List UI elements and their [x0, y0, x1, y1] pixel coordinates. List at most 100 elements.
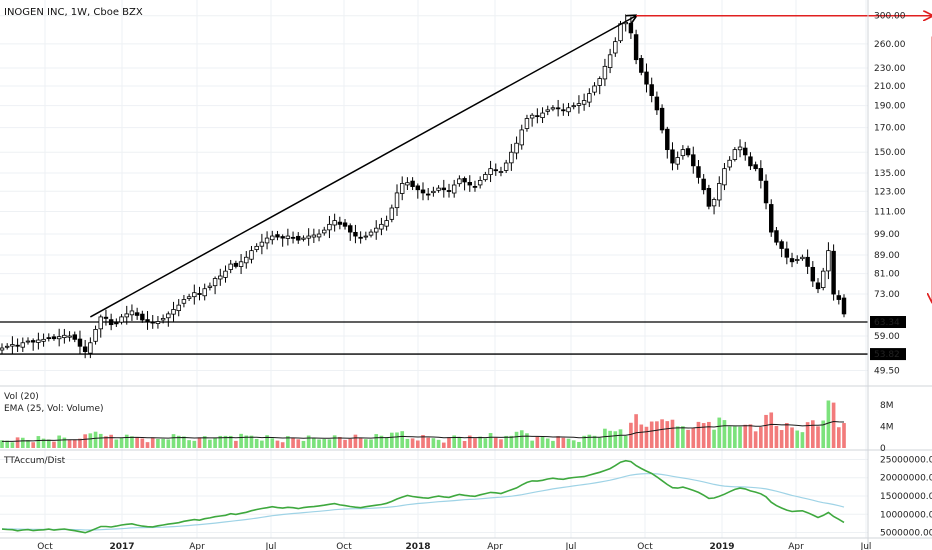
volume-panel: [0, 400, 846, 448]
candle-body: [696, 166, 701, 178]
candle-body: [41, 338, 46, 342]
candle-body: [441, 187, 447, 191]
level-badge: [870, 348, 906, 361]
candle-body: [514, 142, 519, 154]
price-candles: [0, 14, 847, 359]
candle-body: [134, 312, 140, 316]
candle-body: [327, 223, 332, 231]
volume-bar: [374, 434, 379, 448]
candle-body: [0, 347, 5, 351]
candle-body: [654, 96, 660, 111]
candle-body: [405, 182, 410, 186]
volume-bar: [98, 433, 103, 448]
time-tick-label: Oct: [336, 542, 352, 550]
volume-bar: [202, 436, 207, 448]
volume-bar: [20, 437, 25, 448]
volume-bar: [483, 438, 488, 448]
level-badge: [870, 316, 906, 329]
candle-body: [244, 256, 249, 264]
volume-bar: [571, 440, 576, 448]
volume-bar: [597, 437, 602, 448]
volume-bar: [358, 437, 363, 448]
candle-body: [202, 288, 207, 297]
volume-bar: [389, 432, 394, 448]
time-tick-label: Apr: [788, 542, 804, 550]
acc-tick-label: 15000000.00: [880, 492, 932, 502]
candle-body: [789, 258, 795, 263]
candle-body: [301, 237, 306, 240]
candle-body: [815, 282, 821, 290]
candle-body: [51, 336, 57, 340]
candle-body: [358, 236, 363, 239]
candle-body: [36, 339, 41, 343]
volume-bar: [130, 436, 134, 448]
volume-bar: [301, 440, 306, 448]
volume-bar: [733, 426, 737, 448]
candle-body: [753, 164, 758, 170]
volume-bar: [665, 421, 670, 448]
volume-bar: [431, 438, 436, 448]
candle-body: [254, 245, 259, 250]
volume-bar: [228, 435, 233, 448]
volume-bar: [473, 438, 477, 448]
volume-bar: [748, 424, 753, 448]
candle-body: [769, 204, 774, 233]
candle-body: [140, 313, 145, 321]
candle-body: [805, 256, 810, 267]
candle-body: [659, 107, 665, 131]
candle-body: [186, 296, 192, 299]
acc-tick-label: 25000000.00: [880, 455, 932, 465]
price-tick-label: 190.00: [874, 102, 906, 112]
candle-body: [524, 118, 530, 129]
volume-bar: [509, 435, 514, 448]
volume-bar: [566, 438, 571, 448]
volume-bar: [62, 437, 67, 448]
candle-body: [410, 180, 415, 187]
volume-bar: [296, 439, 301, 448]
volume-bar: [156, 438, 160, 448]
volume-bar: [384, 437, 389, 448]
volume-bar: [234, 440, 238, 448]
candle-body: [160, 318, 166, 321]
candle-body: [706, 187, 712, 207]
candle-body: [451, 184, 457, 194]
candle-body: [540, 112, 545, 119]
volume-bar: [722, 420, 727, 448]
volume-bar: [67, 439, 72, 448]
volume-ema-line: [2, 420, 845, 442]
volume-bar: [93, 431, 98, 448]
volume-bar: [124, 434, 129, 448]
volume-bar: [78, 438, 82, 448]
candle-body: [368, 231, 374, 236]
candle-body: [311, 234, 317, 238]
volume-bar: [306, 435, 311, 448]
candle-body: [680, 149, 686, 157]
volume-bar: [223, 435, 228, 448]
candle-body: [555, 107, 561, 110]
volume-bar: [519, 430, 524, 448]
level-value: 53.82: [874, 350, 900, 360]
volume-bar: [208, 439, 212, 448]
price-tick-label: 73.00: [874, 290, 900, 300]
candle-body: [810, 266, 816, 282]
volume-bar: [171, 434, 176, 448]
candle-body: [150, 321, 155, 324]
volume-bar: [270, 438, 275, 448]
volume-bar: [681, 426, 685, 448]
candle-body: [826, 250, 831, 272]
trend-arrow: [89, 16, 636, 318]
candle-body: [82, 346, 88, 353]
volume-bar: [244, 435, 249, 448]
candle-body: [249, 250, 254, 260]
volume-bar: [364, 439, 368, 448]
candle-body: [223, 270, 228, 278]
vol-tick-label: 8M: [880, 401, 894, 411]
candle-body: [691, 154, 696, 167]
acc-ma-line: [2, 473, 845, 531]
candle-body: [399, 183, 405, 194]
volume-bar: [764, 414, 768, 448]
candle-body: [77, 338, 83, 347]
time-tick-label: 2019: [709, 542, 734, 550]
volume-bar: [114, 439, 119, 448]
price-tick-label: 170.00: [874, 124, 906, 134]
